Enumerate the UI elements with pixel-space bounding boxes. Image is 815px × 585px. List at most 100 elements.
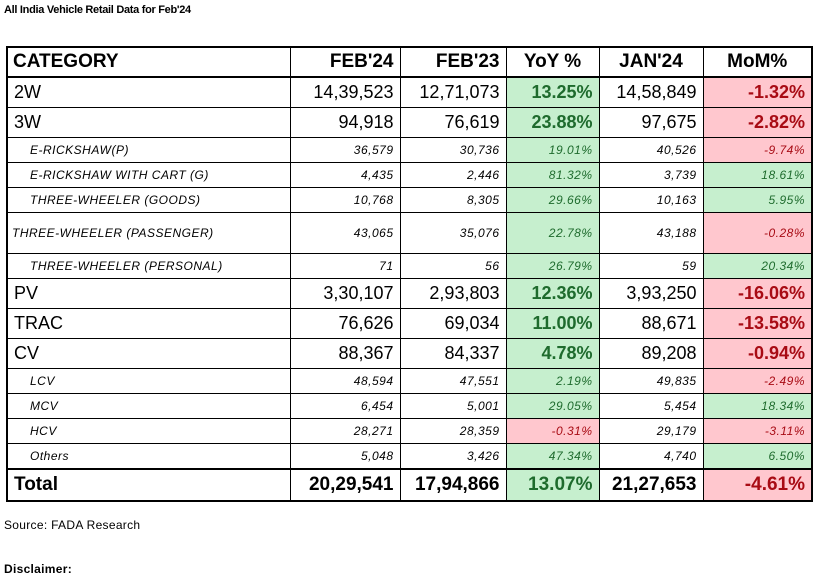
yoy-cell: 4.78% bbox=[505, 338, 600, 369]
table-row: E-RICKSHAW WITH CART (G) 4,435 2,446 81.… bbox=[6, 162, 813, 188]
feb23-cell: 2,93,803 bbox=[399, 278, 507, 309]
table-row: HCV 28,271 28,359 -0.31% 29,179 -3.11% bbox=[6, 418, 813, 444]
feb23-cell: 3,426 bbox=[399, 443, 507, 470]
table-row: THREE-WHEELER (PASSENGER) 43,065 35,076 … bbox=[6, 212, 813, 254]
header-yoy: YoY % bbox=[505, 46, 600, 78]
feb24-cell: 3,30,107 bbox=[289, 278, 401, 309]
yoy-cell: 81.32% bbox=[505, 162, 600, 188]
feb23-cell: 84,337 bbox=[399, 338, 507, 369]
table-row: PV 3,30,107 2,93,803 12.36% 3,93,250 -16… bbox=[6, 278, 813, 309]
feb24-cell: 76,626 bbox=[289, 308, 401, 339]
feb24-cell: 71 bbox=[289, 253, 401, 279]
feb24-cell: 14,39,523 bbox=[289, 76, 401, 108]
disclaimer-label: Disclaimer: bbox=[4, 562, 72, 576]
category-cell: E-RICKSHAW(P) bbox=[6, 137, 291, 163]
table-row: TRAC 76,626 69,034 11.00% 88,671 -13.58% bbox=[6, 308, 813, 339]
jan24-cell: 29,179 bbox=[598, 418, 704, 444]
jan24-cell: 3,739 bbox=[598, 162, 704, 188]
mom-cell: -1.32% bbox=[702, 76, 813, 108]
yoy-cell: 29.66% bbox=[505, 187, 600, 213]
total-mom: -4.61% bbox=[702, 468, 813, 502]
jan24-cell: 5,454 bbox=[598, 393, 704, 419]
header-mom: MoM% bbox=[702, 46, 813, 78]
mom-cell: 18.34% bbox=[702, 393, 813, 419]
feb24-cell: 28,271 bbox=[289, 418, 401, 444]
feb23-cell: 76,619 bbox=[399, 107, 507, 138]
category-cell: MCV bbox=[6, 393, 291, 419]
header-feb24: FEB'24 bbox=[289, 46, 401, 78]
retail-data-table: CATEGORY FEB'24 FEB'23 YoY % JAN'24 MoM%… bbox=[6, 46, 813, 502]
total-label: Total bbox=[6, 468, 291, 502]
yoy-cell: 26.79% bbox=[505, 253, 600, 279]
category-cell: HCV bbox=[6, 418, 291, 444]
table-row: E-RICKSHAW(P) 36,579 30,736 19.01% 40,52… bbox=[6, 137, 813, 163]
yoy-cell: 12.36% bbox=[505, 278, 600, 309]
feb23-cell: 2,446 bbox=[399, 162, 507, 188]
feb24-cell: 94,918 bbox=[289, 107, 401, 138]
feb24-cell: 36,579 bbox=[289, 137, 401, 163]
category-cell: 2W bbox=[6, 76, 291, 108]
feb23-cell: 56 bbox=[399, 253, 507, 279]
source-note: Source: FADA Research bbox=[4, 518, 141, 532]
yoy-cell: 19.01% bbox=[505, 137, 600, 163]
jan24-cell: 89,208 bbox=[598, 338, 704, 369]
feb23-cell: 5,001 bbox=[399, 393, 507, 419]
table-header-row: CATEGORY FEB'24 FEB'23 YoY % JAN'24 MoM% bbox=[6, 46, 813, 78]
yoy-cell: 23.88% bbox=[505, 107, 600, 138]
feb24-cell: 6,454 bbox=[289, 393, 401, 419]
header-jan24: JAN'24 bbox=[598, 46, 704, 78]
table-row: Others 5,048 3,426 47.34% 4,740 6.50% bbox=[6, 443, 813, 470]
header-feb23: FEB'23 bbox=[399, 46, 507, 78]
mom-cell: -0.28% bbox=[702, 212, 813, 254]
category-cell: PV bbox=[6, 278, 291, 309]
feb24-cell: 48,594 bbox=[289, 368, 401, 394]
feb23-cell: 12,71,073 bbox=[399, 76, 507, 108]
total-feb24: 20,29,541 bbox=[289, 468, 401, 502]
feb23-cell: 47,551 bbox=[399, 368, 507, 394]
mom-cell: -0.94% bbox=[702, 338, 813, 369]
yoy-cell: 11.00% bbox=[505, 308, 600, 339]
feb24-cell: 10,768 bbox=[289, 187, 401, 213]
jan24-cell: 88,671 bbox=[598, 308, 704, 339]
table-row: 3W 94,918 76,619 23.88% 97,675 -2.82% bbox=[6, 107, 813, 138]
table-row: 2W 14,39,523 12,71,073 13.25% 14,58,849 … bbox=[6, 76, 813, 108]
total-feb23: 17,94,866 bbox=[399, 468, 507, 502]
category-cell: TRAC bbox=[6, 308, 291, 339]
feb23-cell: 28,359 bbox=[399, 418, 507, 444]
feb23-cell: 69,034 bbox=[399, 308, 507, 339]
yoy-cell: 13.25% bbox=[505, 76, 600, 108]
jan24-cell: 49,835 bbox=[598, 368, 704, 394]
mom-cell: -2.82% bbox=[702, 107, 813, 138]
category-cell: E-RICKSHAW WITH CART (G) bbox=[6, 162, 291, 188]
jan24-cell: 10,163 bbox=[598, 187, 704, 213]
yoy-cell: -0.31% bbox=[505, 418, 600, 444]
mom-cell: -3.11% bbox=[702, 418, 813, 444]
feb23-cell: 30,736 bbox=[399, 137, 507, 163]
mom-cell: -2.49% bbox=[702, 368, 813, 394]
jan24-cell: 59 bbox=[598, 253, 704, 279]
yoy-cell: 22.78% bbox=[505, 212, 600, 254]
category-cell: THREE-WHEELER (PASSENGER) bbox=[6, 212, 291, 254]
total-yoy: 13.07% bbox=[505, 468, 600, 502]
document-title: All India Vehicle Retail Data for Feb'24 bbox=[4, 4, 191, 16]
jan24-cell: 43,188 bbox=[598, 212, 704, 254]
category-cell: 3W bbox=[6, 107, 291, 138]
table-row: LCV 48,594 47,551 2.19% 49,835 -2.49% bbox=[6, 368, 813, 394]
table-row: MCV 6,454 5,001 29.05% 5,454 18.34% bbox=[6, 393, 813, 419]
mom-cell: -16.06% bbox=[702, 278, 813, 309]
total-jan24: 21,27,653 bbox=[598, 468, 704, 502]
jan24-cell: 40,526 bbox=[598, 137, 704, 163]
table-row: CV 88,367 84,337 4.78% 89,208 -0.94% bbox=[6, 338, 813, 369]
yoy-cell: 29.05% bbox=[505, 393, 600, 419]
table-row: THREE-WHEELER (PERSONAL) 71 56 26.79% 59… bbox=[6, 253, 813, 279]
yoy-cell: 2.19% bbox=[505, 368, 600, 394]
feb24-cell: 88,367 bbox=[289, 338, 401, 369]
jan24-cell: 97,675 bbox=[598, 107, 704, 138]
mom-cell: 5.95% bbox=[702, 187, 813, 213]
category-cell: LCV bbox=[6, 368, 291, 394]
category-cell: Others bbox=[6, 443, 291, 470]
jan24-cell: 14,58,849 bbox=[598, 76, 704, 108]
feb23-cell: 8,305 bbox=[399, 187, 507, 213]
mom-cell: 20.34% bbox=[702, 253, 813, 279]
mom-cell: 6.50% bbox=[702, 443, 813, 470]
